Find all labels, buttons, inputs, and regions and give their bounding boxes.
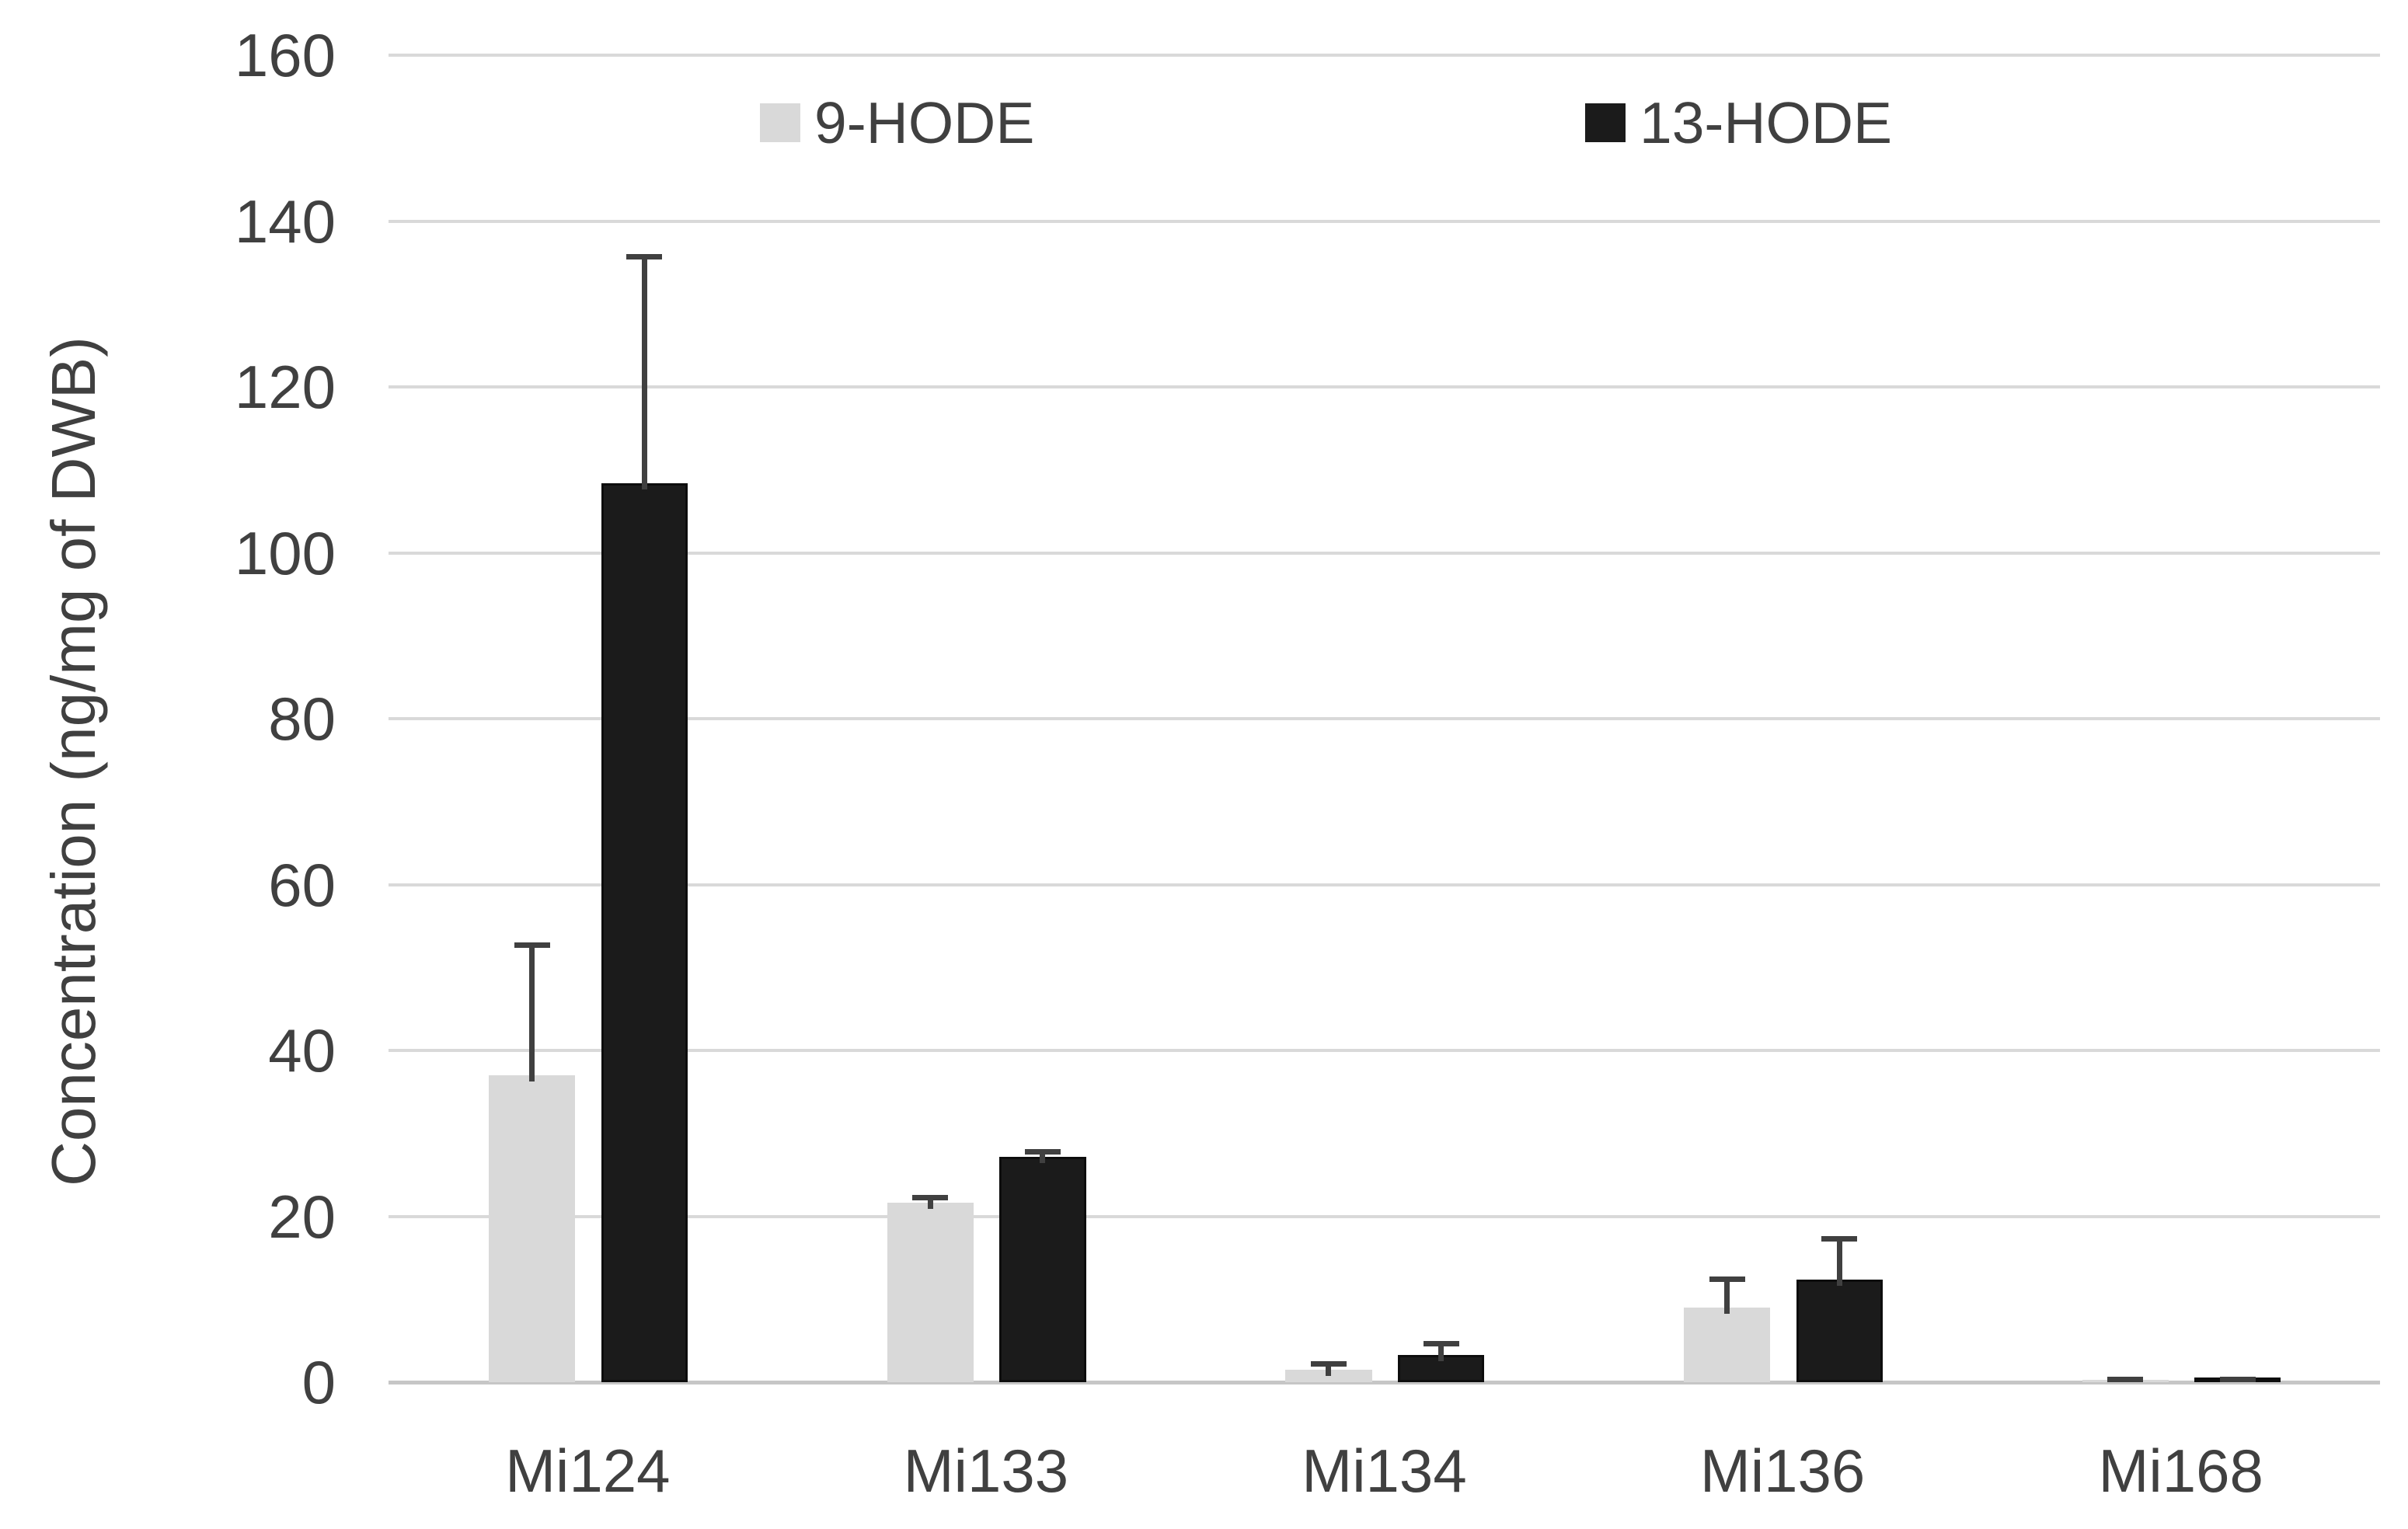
- error-bar-line: [529, 942, 535, 1082]
- y-tick-label-20: 20: [268, 1182, 336, 1251]
- error-bar-cap: [1709, 1276, 1745, 1283]
- error-bar-cap: [912, 1194, 949, 1200]
- error-bar-cap: [2107, 1376, 2144, 1382]
- gridline-20: [389, 1214, 2380, 1218]
- y-tick-label-0: 0: [301, 1348, 336, 1416]
- error-bar-9-hode-mi124: [514, 942, 550, 1082]
- x-axis-baseline: [389, 1381, 2380, 1384]
- y-tick-label-60: 60: [268, 850, 336, 919]
- bar-13-hode-mi124: [601, 482, 688, 1382]
- error-bar-cap: [1310, 1361, 1347, 1367]
- bar-group-mi133: Mi133: [787, 55, 1186, 1505]
- bar-9-hode-mi124: [489, 1075, 576, 1382]
- gridline-120: [389, 385, 2380, 388]
- bar-13-hode-mi133: [999, 1156, 1086, 1382]
- bar-13-hode-mi136: [1796, 1279, 1883, 1382]
- error-bar-line: [1040, 1149, 1046, 1163]
- error-bar-13-hode-mi124: [626, 254, 663, 489]
- error-bar-9-hode-mi136: [1709, 1276, 1745, 1314]
- legend-label-13-hode: 13-HODE: [1640, 90, 1893, 155]
- gridline-140: [389, 219, 2380, 223]
- error-bar-9-hode-mi168: [2107, 1376, 2144, 1382]
- y-tick-label-100: 100: [234, 518, 336, 587]
- error-bar-13-hode-mi136: [1821, 1236, 1858, 1286]
- gridline-40: [389, 1049, 2380, 1052]
- error-bar-13-hode-mi168: [2219, 1376, 2256, 1382]
- x-axis-label-mi134: Mi134: [1302, 1437, 1467, 1505]
- error-bar-9-hode-mi133: [912, 1194, 949, 1210]
- y-tick-label-120: 120: [234, 353, 336, 421]
- x-axis-label-mi136: Mi136: [1699, 1437, 1866, 1505]
- error-bar-9-hode-mi134: [1310, 1361, 1347, 1376]
- legend-item-9-hode: 9-HODE: [760, 90, 1034, 155]
- plot-area: Mi124 Mi133 Mi134 Mi136 Mi168: [389, 54, 2380, 1505]
- error-bar-13-hode-mi134: [1423, 1340, 1459, 1361]
- bar-group-mi168: Mi168: [1981, 55, 2380, 1505]
- gridline-100: [389, 551, 2380, 555]
- y-tick-label-140: 140: [234, 186, 336, 256]
- error-bar-line: [1836, 1236, 1842, 1286]
- legend-item-13-hode: 13-HODE: [1585, 90, 1892, 155]
- error-bar-line: [1326, 1361, 1332, 1376]
- bar-9-hode-mi136: [1683, 1307, 1771, 1382]
- gridline-60: [389, 883, 2380, 886]
- x-axis-label-mi168: Mi168: [2098, 1437, 2263, 1505]
- error-bar-cap: [1423, 1340, 1459, 1346]
- bar-group-mi124: Mi124: [389, 55, 787, 1505]
- error-bar-cap: [1821, 1236, 1858, 1242]
- x-axis-label-mi133: Mi133: [903, 1437, 1069, 1505]
- legend-label-9-hode: 9-HODE: [814, 90, 1035, 155]
- error-bar-13-hode-mi133: [1024, 1149, 1061, 1163]
- gridline-160: [389, 54, 2380, 57]
- error-bar-cap: [2219, 1376, 2256, 1382]
- bar-group-mi136: Mi136: [1584, 55, 1982, 1505]
- error-bar-line: [927, 1194, 933, 1210]
- error-bar-cap: [514, 942, 550, 949]
- error-bar-cap: [1024, 1149, 1061, 1155]
- error-bar-line: [641, 254, 647, 489]
- y-tick-label-40: 40: [268, 1016, 336, 1085]
- y-tick-label-80: 80: [268, 684, 336, 753]
- x-axis-label-mi124: Mi124: [505, 1437, 671, 1505]
- error-bar-line: [1724, 1276, 1730, 1314]
- legend-swatch-9-hode-icon: [760, 103, 800, 142]
- error-bar-line: [1438, 1340, 1444, 1361]
- gridline-80: [389, 717, 2380, 720]
- legend-swatch-13-hode-icon: [1585, 103, 1626, 142]
- bar-9-hode-mi133: [887, 1203, 974, 1382]
- bar-group-mi134: Mi134: [1185, 55, 1584, 1505]
- error-bar-cap: [626, 254, 663, 260]
- y-tick-label-160: 160: [234, 21, 336, 89]
- bar-9-hode-mi134: [1285, 1370, 1372, 1382]
